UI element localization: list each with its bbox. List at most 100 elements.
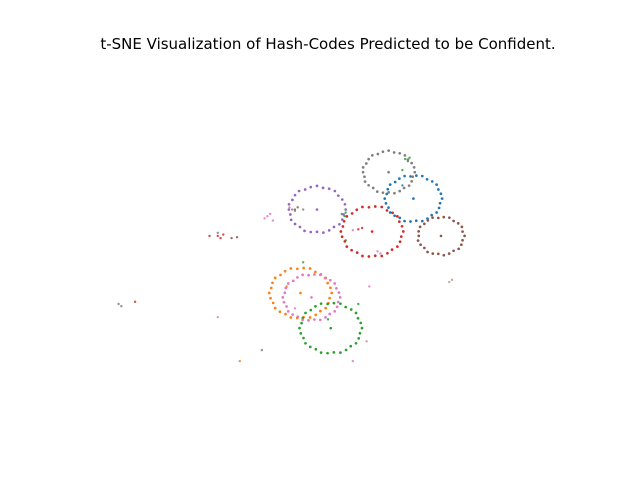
cluster-2-point [326,351,329,355]
cluster-2-point [339,351,342,354]
cluster-4-point [297,189,301,193]
cluster-2-point [300,321,303,325]
cluster-7-point [411,175,415,179]
cluster-0-point [438,201,442,205]
cluster-7-point [392,151,396,154]
cluster-3-point [367,255,371,258]
cluster-4-point [327,187,331,191]
cluster-2-point [354,311,358,315]
cluster-6-stray-point [271,219,275,222]
cluster-2-point [357,337,361,340]
cluster-3-point [355,251,359,254]
cluster-2-stray-point [326,318,330,321]
cluster-3-point [398,240,402,244]
cluster-0-stray-point [401,184,404,187]
cluster-6-point [337,291,341,294]
cluster-3-point [401,230,405,233]
cluster-7-stray-point [302,208,305,211]
cluster-1-point [289,316,293,319]
cluster-1-point [308,267,312,270]
cluster-0-point [435,211,438,214]
cluster-6-point [291,279,295,283]
cluster-4-center-point [315,208,319,211]
cluster-2-point [304,341,307,345]
cluster-7-point [367,157,370,161]
cluster-0-point [409,220,412,223]
cluster-2-point [326,302,329,306]
cluster-5-point [417,230,420,233]
cluster-5-point [448,216,451,220]
cluster-4-point [332,225,336,229]
cluster-0-point [398,216,402,220]
cluster-4-point [287,202,291,206]
cluster-5-point [460,243,463,247]
cluster-6-point [318,273,322,277]
cluster-2-center-point [329,326,333,330]
cluster-3-stray-point [357,228,360,231]
cluster-0-point [393,180,397,184]
cluster-1-point [269,296,272,300]
cluster-4-point [309,230,313,234]
cluster-6-point [313,273,316,276]
cluster-2-stray-point [344,211,347,214]
cluster-7-stray-point [120,305,123,308]
cluster-6-point [301,318,304,322]
cluster-7-point [407,184,411,188]
cluster-2-stray-point [302,261,305,264]
cluster-2-point [358,331,362,335]
cluster-7-point [375,190,379,194]
cluster-3-stray-point [222,233,225,236]
cluster-5-center-point [439,234,443,238]
cluster-5-point [423,246,426,250]
cluster-0-point [384,202,388,205]
cluster-0-point [414,219,418,223]
extra-stray-point [216,315,219,319]
cluster-3-stray-point [133,300,137,303]
cluster-7-point [398,151,402,155]
cluster-1-point [295,267,299,271]
extra-stray-point [365,340,368,343]
cluster-6-stray-point [293,307,297,310]
cluster-7-point [387,149,390,152]
cluster-1-point [271,281,274,285]
cluster-6-point [328,278,332,282]
cluster-2-stray-point [401,168,404,172]
cluster-3-point [390,248,394,251]
cluster-5-point [442,215,446,219]
cluster-6-point [335,305,339,309]
cluster-4-point [340,198,344,201]
cluster-4-point [322,231,325,234]
cluster-3-point [386,251,389,255]
cluster-1-point [302,266,305,270]
cluster-5-point [436,216,440,220]
cluster-6-point [312,318,316,321]
cluster-4-point [293,222,297,226]
cluster-7-stray-point [117,302,120,306]
cluster-0-point [386,187,390,191]
cluster-4-point [289,218,293,222]
cluster-4-point [315,230,319,234]
cluster-5-point [426,250,429,254]
cluster-3-point [373,254,377,258]
cluster-4-point [338,222,341,226]
extra-stray-point [450,278,454,282]
cluster-3-point [400,224,404,228]
cluster-5-point [426,219,430,222]
cluster-3-stray-point [208,234,211,238]
cluster-5-point [463,234,466,238]
cluster-3-point [343,240,347,243]
cluster-5-point [457,247,460,251]
cluster-3-point [373,205,377,208]
cluster-4-point [315,184,319,188]
cluster-1-point [330,291,334,295]
cluster-6-stray-point [288,206,291,209]
cluster-0-point [440,197,444,200]
cluster-3-point [339,230,343,233]
cluster-6-point [283,291,287,295]
cluster-6-point [333,309,337,313]
cluster-7-point [371,186,375,190]
cluster-6-point [281,296,285,299]
cluster-2-point [349,344,353,348]
cluster-7-point [363,175,366,179]
cluster-7-stray-point [216,231,219,235]
